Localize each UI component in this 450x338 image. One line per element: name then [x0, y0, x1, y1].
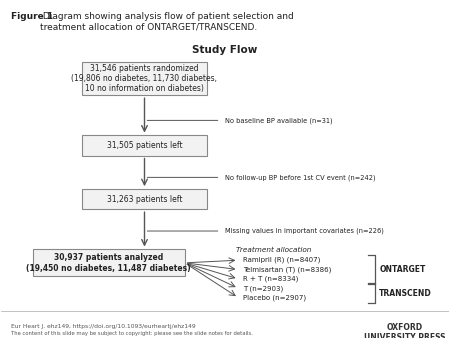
Text: ONTARGET: ONTARGET: [379, 265, 426, 274]
Text: 31,505 patients left: 31,505 patients left: [107, 141, 182, 150]
Text: Study Flow: Study Flow: [192, 45, 258, 55]
Text: Missing values in important covariates (n=226): Missing values in important covariates (…: [225, 228, 384, 234]
Text: 31,546 patients randomized
(19,806 no diabetes, 11,730 diabetes,
10 no informati: 31,546 patients randomized (19,806 no di…: [72, 64, 217, 93]
Text: Treatment allocation: Treatment allocation: [236, 247, 311, 253]
Text: Diagram showing analysis flow of patient selection and
treatment allocation of O: Diagram showing analysis flow of patient…: [40, 12, 293, 31]
Text: No follow-up BP before 1st CV event (n=242): No follow-up BP before 1st CV event (n=2…: [225, 174, 376, 180]
Text: 30,937 patients analyzed
(19,450 no diabetes, 11,487 diabetes): 30,937 patients analyzed (19,450 no diab…: [27, 253, 191, 272]
FancyBboxPatch shape: [82, 62, 207, 95]
Text: OXFORD
UNIVERSITY PRESS: OXFORD UNIVERSITY PRESS: [364, 323, 446, 338]
Text: T (n=2903): T (n=2903): [243, 285, 283, 292]
Text: Figure 1: Figure 1: [11, 12, 54, 21]
Text: TRANSCEND: TRANSCEND: [379, 289, 432, 297]
Text: 31,263 patients left: 31,263 patients left: [107, 195, 182, 204]
FancyBboxPatch shape: [82, 189, 207, 209]
Text: The content of this slide may be subject to copyright: please see the slide note: The content of this slide may be subject…: [11, 331, 253, 336]
Text: Telmisartan (T) (n=8386): Telmisartan (T) (n=8386): [243, 266, 331, 273]
Text: Eur Heart J. ehz149, https://doi.org/10.1093/eurheartj/ehz149: Eur Heart J. ehz149, https://doi.org/10.…: [11, 324, 196, 329]
Text: No baseline BP available (n=31): No baseline BP available (n=31): [225, 117, 333, 124]
Text: R + T (n=8334): R + T (n=8334): [243, 276, 298, 282]
Text: Placebo (n=2907): Placebo (n=2907): [243, 294, 306, 301]
FancyBboxPatch shape: [33, 249, 185, 276]
Text: Ramipril (R) (n=8407): Ramipril (R) (n=8407): [243, 257, 320, 263]
FancyBboxPatch shape: [82, 136, 207, 155]
